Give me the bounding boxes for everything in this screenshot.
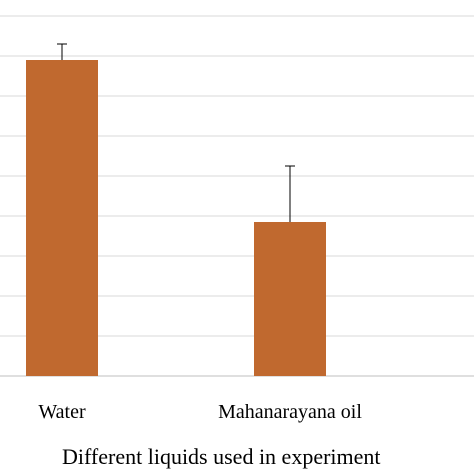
bar	[26, 60, 98, 376]
x-tick-label: Water	[38, 401, 86, 423]
x-tick-label: Mahanarayana oil	[218, 401, 362, 423]
bar	[254, 222, 326, 376]
bars	[26, 43, 326, 376]
x-axis-title: Different liquids used in experiment	[62, 444, 381, 469]
